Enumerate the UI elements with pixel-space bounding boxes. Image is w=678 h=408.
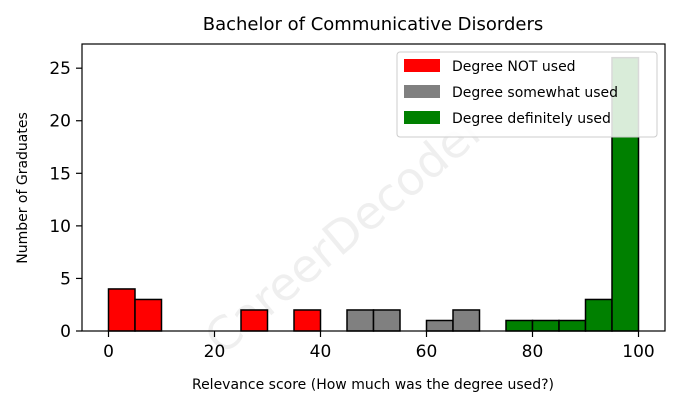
legend-swatch-1 bbox=[404, 85, 440, 98]
x-axis-ticks: 0 20 40 60 80 100 bbox=[103, 331, 655, 362]
bar-1-2 bbox=[425, 319, 454, 332]
x-tick-label-5: 100 bbox=[622, 342, 654, 362]
y-tick-label-0: 0 bbox=[60, 322, 71, 342]
bar-2-2 bbox=[558, 319, 587, 332]
legend-label-1: Degree somewhat used bbox=[452, 85, 618, 101]
legend-swatch-2 bbox=[404, 111, 440, 124]
x-tick-label-4: 80 bbox=[522, 342, 544, 362]
x-tick-label-0: 0 bbox=[103, 342, 114, 362]
bar-2-0 bbox=[505, 319, 534, 332]
plot-frame bbox=[81, 43, 666, 332]
y-axis-ticks: 0 5 10 15 20 25 bbox=[49, 59, 82, 342]
x-tick-label-2: 40 bbox=[310, 342, 332, 362]
x-tick-label-3: 60 bbox=[416, 342, 438, 362]
y-tick-label-1: 5 bbox=[60, 269, 71, 289]
bar-0-1 bbox=[134, 298, 163, 332]
x-axis-label: Relevance score (How much was the degree… bbox=[192, 377, 554, 393]
bar-1-3 bbox=[452, 309, 481, 332]
y-tick-label-5: 25 bbox=[49, 59, 71, 79]
bar-2-3 bbox=[584, 298, 613, 332]
bar-0-3 bbox=[293, 309, 322, 332]
bar-2-1 bbox=[531, 319, 560, 332]
y-tick-label-3: 15 bbox=[49, 164, 71, 184]
legend-label-2: Degree definitely used bbox=[452, 111, 611, 127]
legend-box bbox=[396, 51, 658, 138]
chart-title: Bachelor of Communicative Disorders bbox=[203, 14, 543, 35]
legend: Degree NOT used Degree somewhat used Degre… bbox=[396, 51, 658, 138]
legend-swatch-0 bbox=[404, 59, 440, 72]
bar-1-1 bbox=[372, 309, 401, 332]
bar-1-0 bbox=[346, 309, 375, 332]
bar-0-2 bbox=[240, 309, 269, 332]
y-tick-label-4: 20 bbox=[49, 112, 71, 132]
legend-label-0: Degree NOT used bbox=[452, 59, 576, 75]
x-tick-label-1: 20 bbox=[204, 342, 226, 362]
y-axis-label: Number of Graduates bbox=[15, 112, 31, 264]
y-tick-label-2: 10 bbox=[49, 217, 71, 237]
bar-0-0 bbox=[107, 288, 136, 332]
